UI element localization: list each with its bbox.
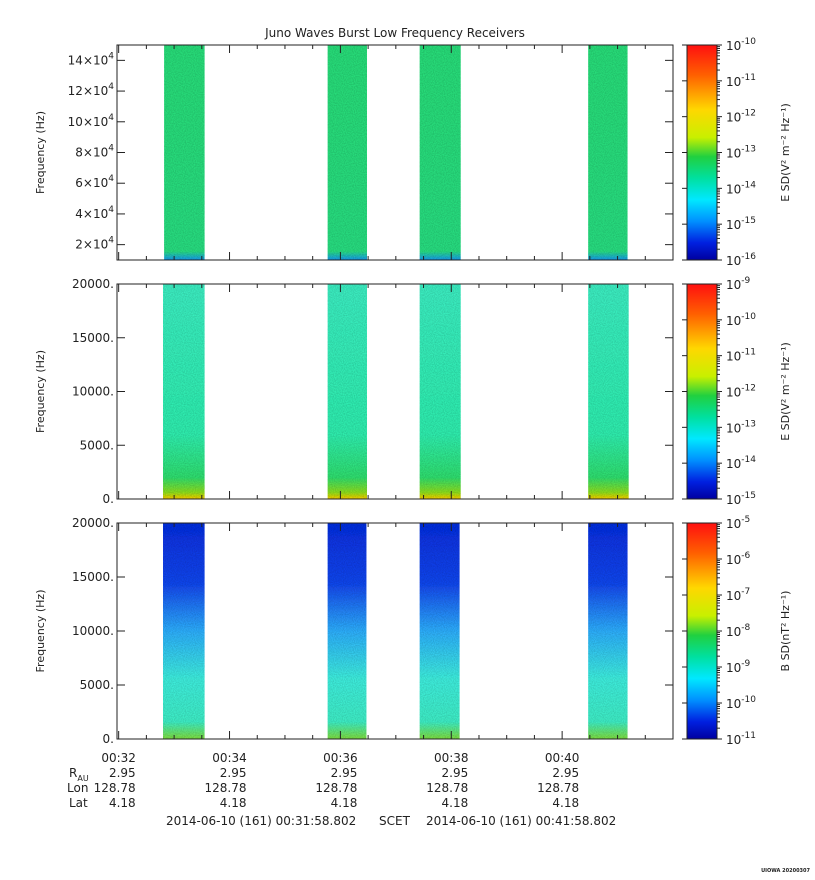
- y-tick-label: 10000.: [72, 624, 114, 638]
- colorbar-tick-label: 10-12: [726, 109, 756, 125]
- ephem-label-lat: Lat: [69, 796, 88, 810]
- colorbar-tick-label: 10-14: [726, 180, 756, 196]
- colorbar-label: E SD(V² m⁻² Hz⁻¹): [779, 103, 792, 202]
- chart-title: Juno Waves Burst Low Frequency Receivers: [264, 26, 525, 40]
- ephem-value: 2.95: [220, 766, 247, 780]
- y-axis-label: Frequency (Hz): [34, 111, 47, 194]
- colorbar-tick-label: 10-13: [726, 145, 756, 161]
- time-tick-label: 00:40: [545, 751, 580, 765]
- colorbar-tick-label: 10-8: [726, 623, 751, 639]
- colorbar-tick-label: 10-9: [726, 659, 751, 675]
- y-tick-label: 5000.: [80, 438, 114, 452]
- burst-1-1: [164, 45, 205, 260]
- ephem-value: 128.78: [315, 781, 357, 795]
- y-tick-label: 12×104: [68, 82, 115, 98]
- colorbar: [686, 522, 718, 740]
- colorbar-tick-label: 10-15: [726, 216, 756, 232]
- ephem-value: 4.18: [331, 796, 358, 810]
- y-tick-label: 15000.: [72, 331, 114, 345]
- y-axis-label: Frequency (Hz): [34, 350, 47, 433]
- ephem-value: 4.18: [109, 796, 136, 810]
- y-tick-label: 6×104: [75, 174, 114, 190]
- y-tick-label: 4×104: [75, 205, 114, 221]
- colorbar-tick-label: 10-14: [726, 455, 756, 471]
- colorbar-tick-label: 10-11: [726, 73, 756, 89]
- burst-1-4: [588, 45, 628, 260]
- colorbar-tick-label: 10-11: [726, 348, 756, 364]
- time-tick-label: 00:32: [101, 751, 136, 765]
- colorbar-tick-label: 10-16: [726, 252, 756, 268]
- time-tick-label: 00:34: [212, 751, 247, 765]
- burst-3-4: [588, 523, 628, 739]
- colorbar: [686, 44, 718, 261]
- ephem-value: 4.18: [552, 796, 579, 810]
- burst-3-3: [419, 523, 460, 739]
- y-tick-label: 8×104: [75, 144, 114, 160]
- colorbar-label: E SD(V² m⁻² Hz⁻¹): [779, 342, 792, 441]
- colorbar: [686, 283, 718, 500]
- burst-2-3: [419, 284, 461, 499]
- y-tick-label: 5000.: [80, 678, 114, 692]
- ephem-value: 4.18: [442, 796, 469, 810]
- colorbar-label: B SD(nT² Hz⁻¹): [779, 591, 792, 672]
- time-tick-label: 00:36: [323, 751, 358, 765]
- footer-stamp: UIOWA 20200307: [761, 868, 810, 874]
- colorbar-tick-label: 10-10: [726, 312, 756, 328]
- y-tick-label: 20000.: [72, 277, 114, 291]
- colorbar-tick-label: 10-7: [726, 587, 750, 603]
- time-tick-label: 00:38: [434, 751, 469, 765]
- ephem-label-lon: Lon: [67, 781, 88, 795]
- time-axis: 00:32 00:34 00:36 00:38 00:40: [101, 751, 579, 765]
- burst-1-2: [327, 45, 368, 260]
- colorbar-tick-label: 10-15: [726, 491, 756, 507]
- burst-3-1: [163, 523, 205, 739]
- y-tick-label: 10×104: [68, 113, 115, 129]
- colorbar-tick-label: 10-12: [726, 384, 756, 400]
- colorbar-tick-label: 10-6: [726, 551, 751, 567]
- y-axis-label: Frequency (Hz): [34, 590, 47, 673]
- y-tick-label: 20000.: [72, 516, 114, 530]
- ephem-value: 128.78: [426, 781, 468, 795]
- footer-scet: SCET: [379, 814, 411, 828]
- spectrogram-panel-3: 0. 5000. 10000. 15000. 20000. Frequency (Hz) 1…: [34, 515, 792, 747]
- colorbar-tick-label: 10-11: [726, 731, 756, 747]
- ephem-value: 4.18: [220, 796, 247, 810]
- burst-2-4: [588, 284, 629, 499]
- burst-3-2: [327, 523, 367, 739]
- ephem-value: 2.95: [109, 766, 136, 780]
- y-tick-label: 10000.: [72, 385, 114, 399]
- y-tick-label: 14×104: [68, 51, 115, 67]
- colorbar-tick-label: 10-10: [726, 695, 756, 711]
- ephem-value: 128.78: [94, 781, 136, 795]
- burst-2-2: [327, 284, 368, 499]
- footer-end-time: 2014-06-10 (161) 00:41:58.802: [426, 814, 616, 828]
- burst-2-1: [163, 284, 205, 499]
- spectrogram-panel-2: 0. 5000. 10000. 15000. 20000. Frequency (Hz) 1…: [34, 276, 792, 507]
- ephem-value: 2.95: [331, 766, 358, 780]
- y-tick-label: 0.: [103, 492, 114, 506]
- colorbar-tick-label: 10-9: [726, 276, 751, 292]
- ephem-value: 2.95: [552, 766, 579, 780]
- footer-start-time: 2014-06-10 (161) 00:31:58.802: [166, 814, 356, 828]
- ephem-value: 2.95: [442, 766, 469, 780]
- y-tick-label: 15000.: [72, 570, 114, 584]
- colorbar-tick-label: 10-10: [726, 37, 756, 53]
- y-tick-label: 2×104: [75, 236, 114, 252]
- ephem-label-r: RAU: [69, 766, 89, 783]
- colorbar-tick-label: 10-13: [726, 419, 756, 435]
- colorbar-tick-label: 10-5: [726, 515, 750, 531]
- ephem-value: 128.78: [537, 781, 579, 795]
- y-tick-label: 0.: [103, 732, 114, 746]
- spectrogram-panel-1: 2×104 4×104 6×104 8×104 10×104 12×104 14×104 Fr…: [34, 37, 792, 268]
- ephem-value: 128.78: [205, 781, 247, 795]
- burst-1-3: [419, 45, 461, 260]
